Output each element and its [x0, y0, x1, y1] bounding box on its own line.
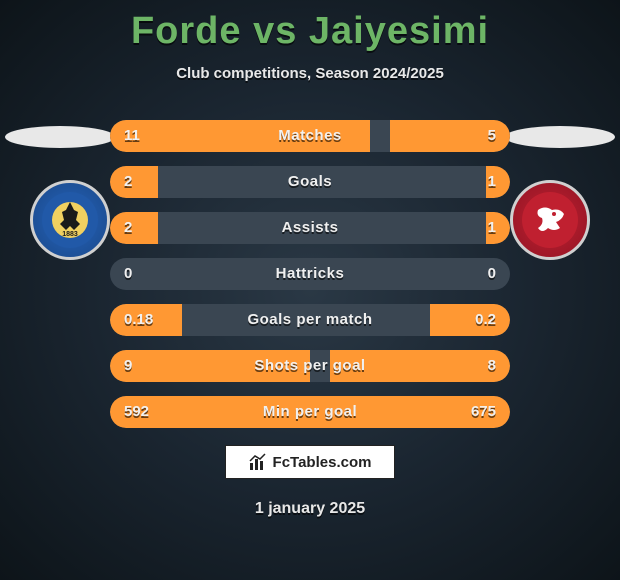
stat-row: 115Matches	[110, 120, 510, 152]
stat-label: Goals per match	[110, 304, 510, 336]
stat-row: 00Hattricks	[110, 258, 510, 290]
player-left-shadow	[5, 126, 115, 148]
branding-text: FcTables.com	[273, 454, 372, 471]
stat-label: Shots per goal	[110, 350, 510, 382]
player-right-name: Jaiyesimi	[309, 10, 489, 52]
stat-label: Goals	[110, 166, 510, 198]
title-vs: vs	[253, 10, 297, 52]
stat-row: 98Shots per goal	[110, 350, 510, 382]
branding-box[interactable]: FcTables.com	[225, 445, 395, 479]
stat-label: Assists	[110, 212, 510, 244]
dragon-crest-icon	[520, 190, 580, 250]
stat-label: Matches	[110, 120, 510, 152]
date-label: 1 january 2025	[0, 500, 620, 518]
club-crest-right	[510, 180, 590, 260]
stat-row: 21Goals	[110, 166, 510, 198]
player-left-name: Forde	[131, 10, 242, 52]
stat-row: 0.180.2Goals per match	[110, 304, 510, 336]
stat-row: 592675Min per goal	[110, 396, 510, 428]
pirate-crest-icon: 1883	[40, 190, 100, 250]
chart-icon	[249, 453, 267, 471]
club-crest-left: 1883	[30, 180, 110, 260]
svg-text:1883: 1883	[62, 231, 78, 238]
stats-container: 115Matches 21Goals 21Assists 00Hattricks 0.1…	[110, 120, 510, 442]
stat-label: Min per goal	[110, 396, 510, 428]
player-right-shadow	[505, 126, 615, 148]
stat-row: 21Assists	[110, 212, 510, 244]
comparison-title: Forde vs Jaiyesimi	[0, 0, 620, 53]
stat-label: Hattricks	[110, 258, 510, 290]
subtitle: Club competitions, Season 2024/2025	[0, 65, 620, 82]
